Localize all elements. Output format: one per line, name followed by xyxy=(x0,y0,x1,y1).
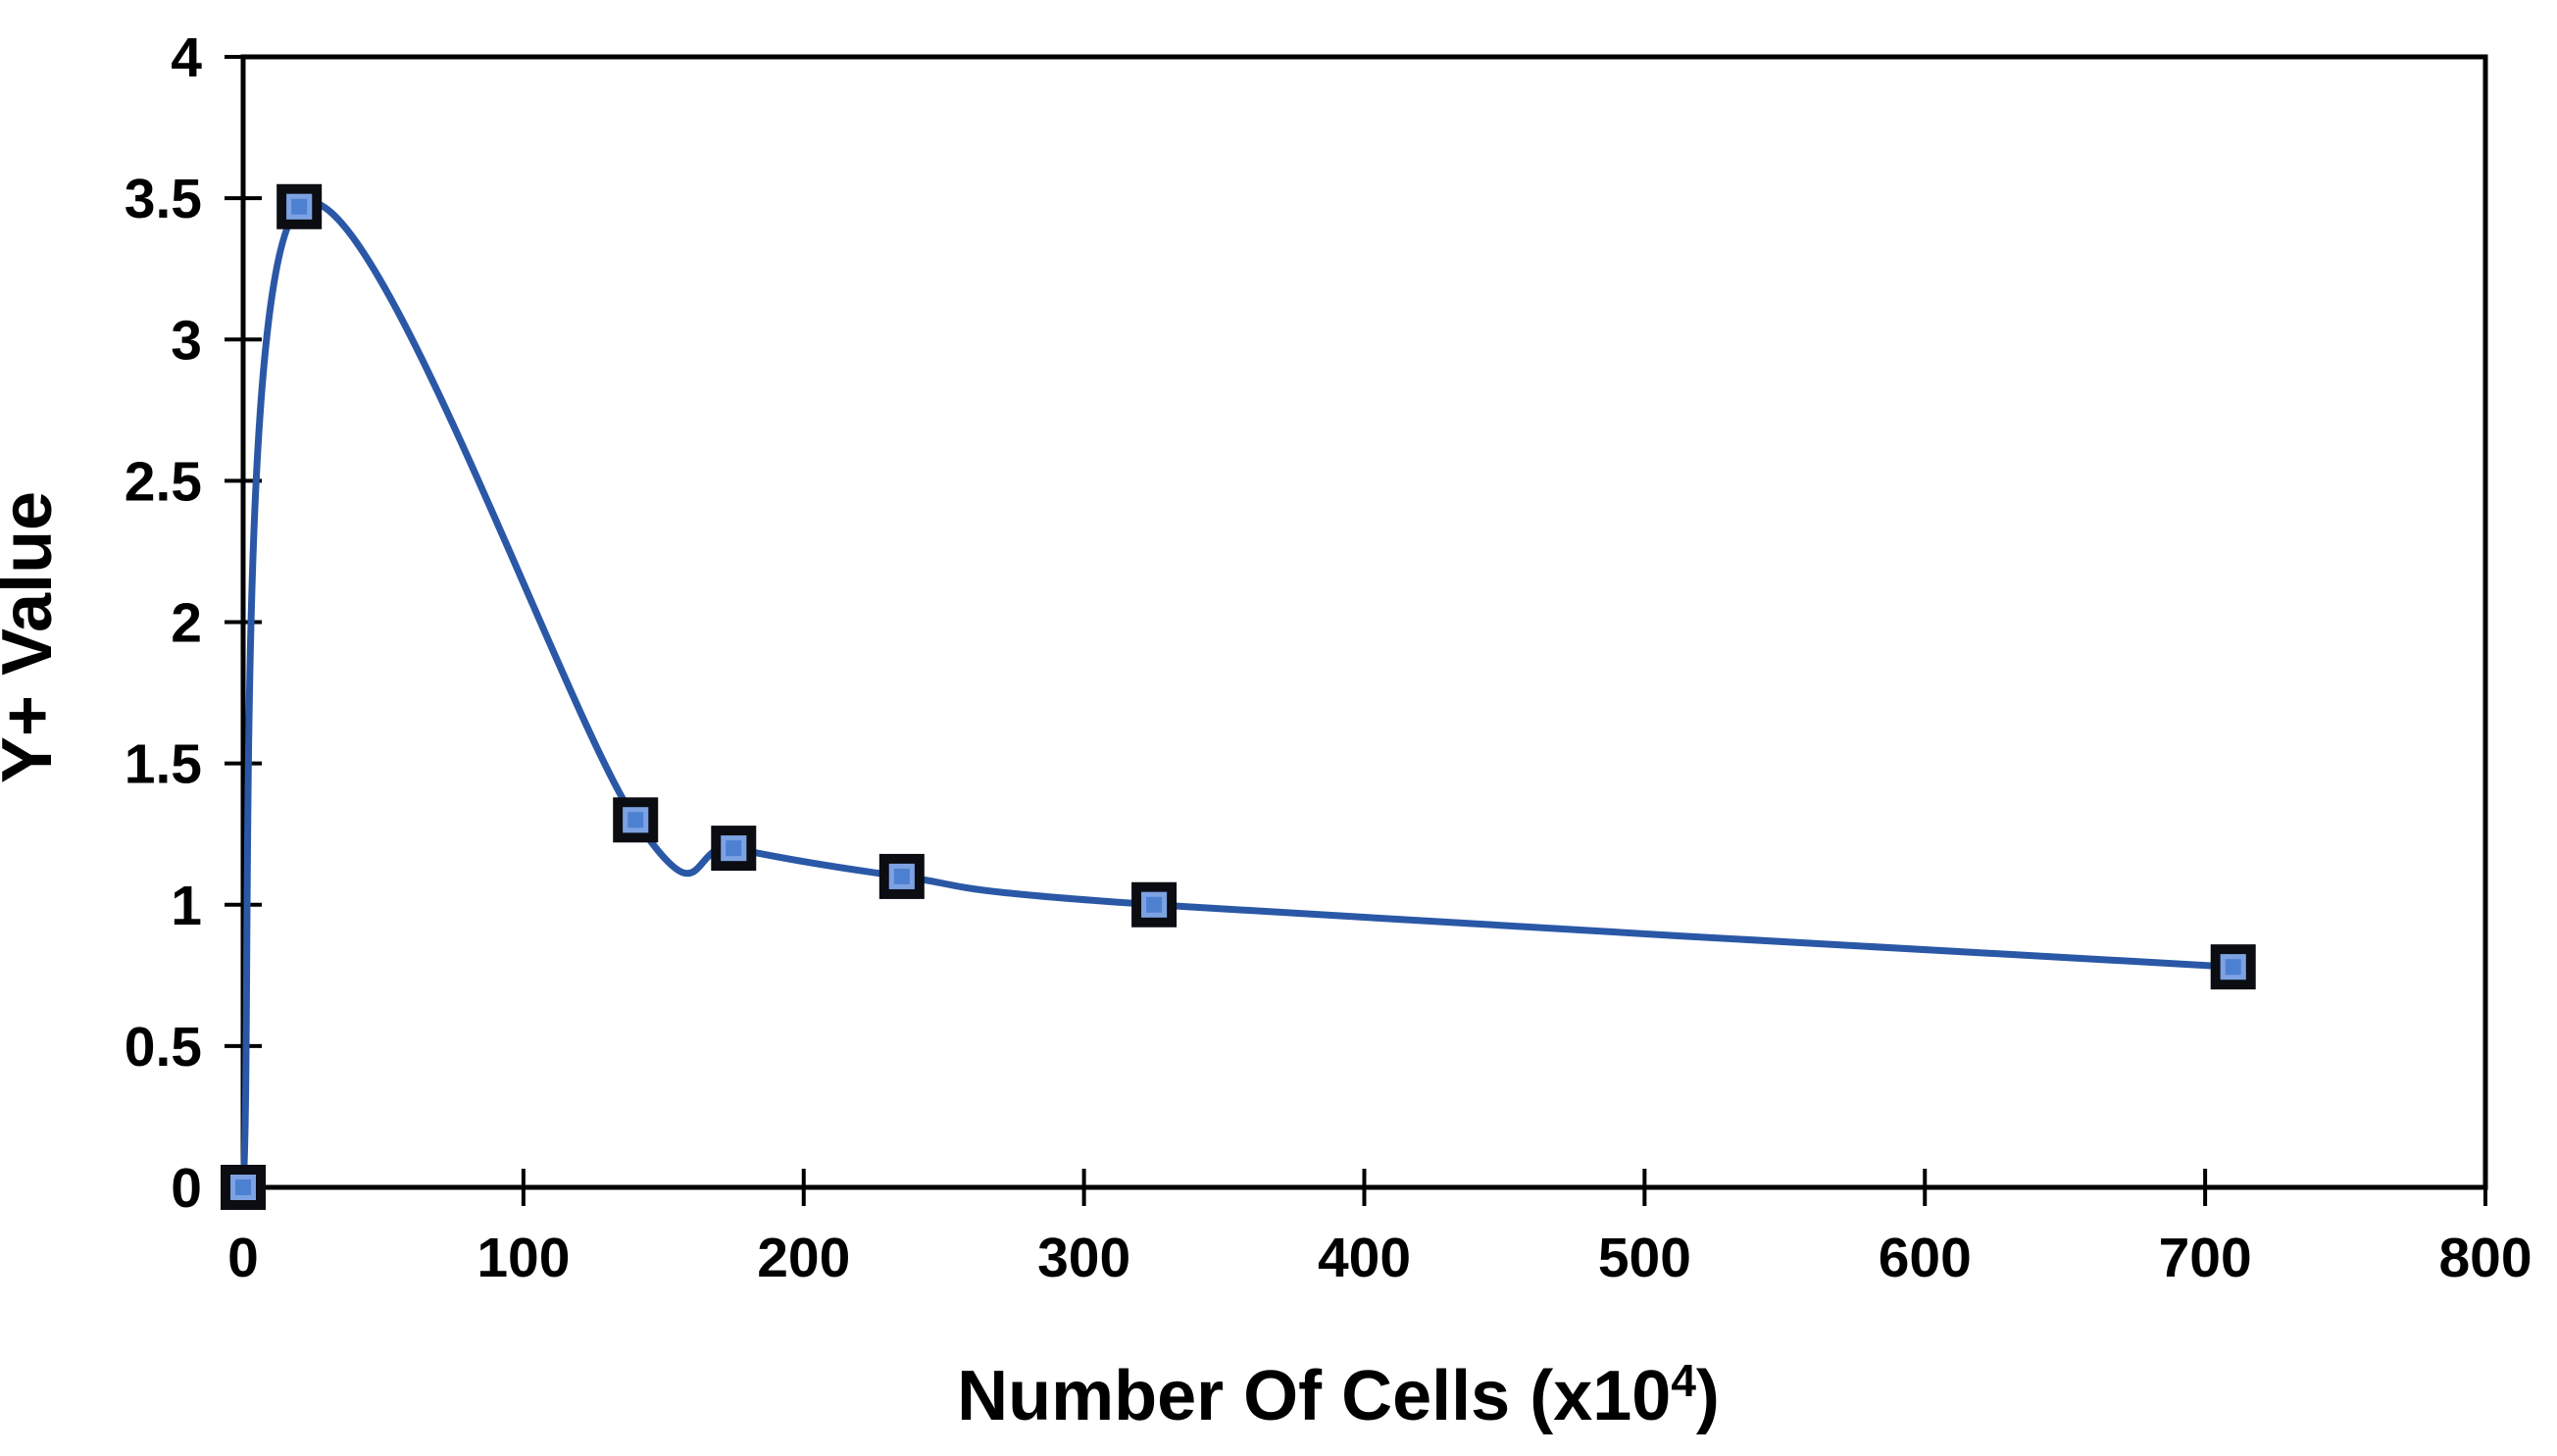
x-tick-label: 100 xyxy=(476,1227,570,1289)
x-tick-label: 700 xyxy=(2159,1227,2252,1289)
y-axis-title: Y+ Value xyxy=(0,491,67,783)
x-tick-label: 500 xyxy=(1598,1227,1691,1289)
y-tick-label: 0.5 xyxy=(125,1016,202,1079)
x-axis-title-main: Number Of Cells (x10 xyxy=(957,1357,1671,1435)
data-point-marker-highlight xyxy=(230,1175,256,1200)
data-point-marker-highlight xyxy=(888,863,915,889)
x-tick-label: 400 xyxy=(1318,1227,1411,1289)
data-point-marker-highlight xyxy=(623,807,649,833)
data-point-marker-highlight xyxy=(286,193,313,220)
x-axis-title-superscript: 4 xyxy=(1671,1355,1696,1406)
y-tick-label: 2.5 xyxy=(125,450,202,513)
y-tick-label: 3.5 xyxy=(125,168,202,230)
y-tick-label: 1.5 xyxy=(125,733,202,796)
data-point-marker-highlight xyxy=(1141,891,1168,918)
y-tick-label: 1 xyxy=(171,875,202,937)
x-tick-label: 300 xyxy=(1037,1227,1130,1289)
y-tick-label: 2 xyxy=(171,592,202,655)
data-line xyxy=(239,199,2237,1191)
data-point-marker-highlight xyxy=(721,835,747,862)
x-tick-label: 0 xyxy=(227,1227,259,1289)
y-tick-label: 4 xyxy=(171,26,202,89)
x-axis-title: Number Of Cells (x104) xyxy=(957,1355,1720,1435)
plot-border xyxy=(240,54,2488,1190)
y-tick-label: 3 xyxy=(171,309,202,372)
x-tick-label: 800 xyxy=(2438,1227,2532,1289)
x-tick-label: 200 xyxy=(757,1227,850,1289)
y-tick-label: 0 xyxy=(171,1157,202,1220)
x-axis-title-paren: ) xyxy=(1696,1357,1720,1435)
plot-area: 0 100 200 300 400 500 600 700 800 0 0.5 1 1.5 2 2.5 3 3.… xyxy=(125,26,2532,1289)
x-tick-label: 600 xyxy=(1879,1227,1972,1289)
data-point-marker-highlight xyxy=(2220,954,2246,980)
